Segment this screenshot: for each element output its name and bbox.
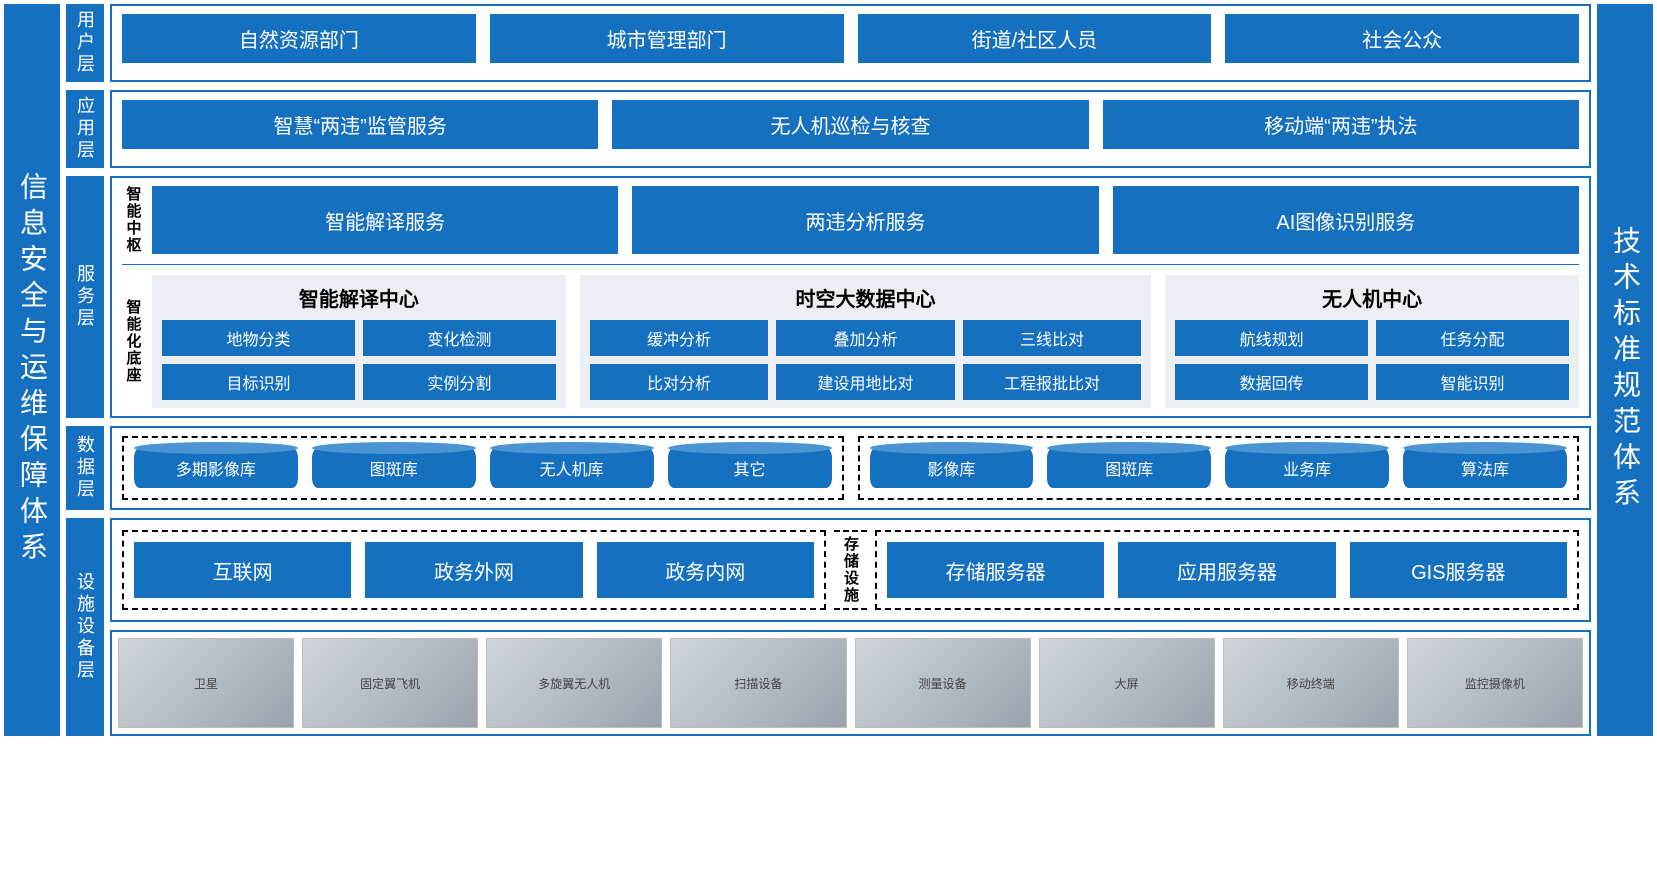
app-item: 智慧“两违”监管服务 xyxy=(122,100,598,149)
db-cylinder: 算法库 xyxy=(1403,448,1567,488)
cell: 目标识别 xyxy=(162,364,355,400)
cell: 工程报批比对 xyxy=(963,364,1141,400)
cell: 地物分类 xyxy=(162,320,355,356)
layer-body-infra: 互联网 政务外网 政务内网 存储设施 存储服务器 应用服务器 GIS服务器 xyxy=(110,518,1591,736)
architecture-diagram: 信息安全与运维保障体系 用户层 自然资源部门 城市管理部门 街道/社区人员 社会… xyxy=(4,4,1653,736)
layer-data: 数据层 多期影像库 图斑库 无人机库 其它 影像库 图斑库 业务库 算法库 xyxy=(66,426,1591,510)
db-cylinder: 影像库 xyxy=(870,448,1034,488)
user-item: 街道/社区人员 xyxy=(858,14,1212,63)
cell: 叠加分析 xyxy=(776,320,954,356)
server-item: 存储服务器 xyxy=(887,542,1104,598)
panel-title: 智能解译中心 xyxy=(162,283,556,312)
cell: 比对分析 xyxy=(590,364,768,400)
db-cylinder: 图斑库 xyxy=(312,448,476,488)
device-image: 大屏 xyxy=(1039,638,1215,728)
center-column: 用户层 自然资源部门 城市管理部门 街道/社区人员 社会公众 应用层 智慧“两违… xyxy=(66,4,1591,736)
layer-label-infra: 设施设备层 xyxy=(66,518,104,736)
panel-title: 时空大数据中心 xyxy=(590,283,1141,312)
net-item: 互联网 xyxy=(134,542,351,598)
panel-uav: 无人机中心 航线规划 任务分配 数据回传 智能识别 xyxy=(1165,275,1579,408)
layer-user: 用户层 自然资源部门 城市管理部门 街道/社区人员 社会公众 xyxy=(66,4,1591,82)
panel-interpret: 智能解译中心 地物分类 变化检测 目标识别 实例分割 xyxy=(152,275,566,408)
storage-label: 存储设施 xyxy=(834,530,867,610)
app-item: 移动端“两违”执法 xyxy=(1103,100,1579,149)
sub-label-base: 智能化底座 xyxy=(122,275,144,408)
sub-label-hub: 智能中枢 xyxy=(122,186,144,254)
user-item: 城市管理部门 xyxy=(490,14,844,63)
layer-label-app: 应用层 xyxy=(66,90,104,168)
left-pillar: 信息安全与运维保障体系 xyxy=(4,4,60,736)
db-cylinder: 图斑库 xyxy=(1047,448,1211,488)
server-group: 存储服务器 应用服务器 GIS服务器 xyxy=(875,530,1579,610)
db-cylinder: 无人机库 xyxy=(490,448,654,488)
layer-label-service: 服务层 xyxy=(66,176,104,418)
panel-title: 无人机中心 xyxy=(1175,283,1569,312)
right-pillar: 技术标准规范体系 xyxy=(1597,4,1653,736)
db-cylinder: 业务库 xyxy=(1225,448,1389,488)
hub-item: 智能解译服务 xyxy=(152,186,618,254)
cell: 数据回传 xyxy=(1175,364,1368,400)
layer-label-data: 数据层 xyxy=(66,426,104,510)
hub-item: AI图像识别服务 xyxy=(1113,186,1579,254)
net-item: 政务外网 xyxy=(365,542,582,598)
net-item: 政务内网 xyxy=(597,542,814,598)
device-image: 多旋翼无人机 xyxy=(486,638,662,728)
user-item: 社会公众 xyxy=(1225,14,1579,63)
layer-body-service: 智能中枢 智能解译服务 两违分析服务 AI图像识别服务 智能化底座 智能解译中心 xyxy=(110,176,1591,418)
layer-body-user: 自然资源部门 城市管理部门 街道/社区人员 社会公众 xyxy=(110,4,1591,82)
app-item: 无人机巡检与核查 xyxy=(612,100,1088,149)
cell: 实例分割 xyxy=(363,364,556,400)
data-right-group: 影像库 图斑库 业务库 算法库 xyxy=(858,436,1580,500)
net-group: 互联网 政务外网 政务内网 xyxy=(122,530,826,610)
cell: 航线规划 xyxy=(1175,320,1368,356)
device-image: 固定翼飞机 xyxy=(302,638,478,728)
hub-item: 两违分析服务 xyxy=(632,186,1098,254)
layer-body-app: 智慧“两违”监管服务 无人机巡检与核查 移动端“两违”执法 xyxy=(110,90,1591,168)
layer-infra: 设施设备层 互联网 政务外网 政务内网 存储设施 存储服务器 应用服务器 G xyxy=(66,518,1591,736)
device-image: 卫星 xyxy=(118,638,294,728)
layer-app: 应用层 智慧“两违”监管服务 无人机巡检与核查 移动端“两违”执法 xyxy=(66,90,1591,168)
cell: 变化检测 xyxy=(363,320,556,356)
db-cylinder: 其它 xyxy=(668,448,832,488)
data-left-group: 多期影像库 图斑库 无人机库 其它 xyxy=(122,436,844,500)
cell: 智能识别 xyxy=(1376,364,1569,400)
cell: 三线比对 xyxy=(963,320,1141,356)
server-item: 应用服务器 xyxy=(1118,542,1335,598)
layer-service: 服务层 智能中枢 智能解译服务 两违分析服务 AI图像识别服务 智能化底座 智能… xyxy=(66,176,1591,418)
db-cylinder: 多期影像库 xyxy=(134,448,298,488)
layer-label-user: 用户层 xyxy=(66,4,104,82)
cell: 任务分配 xyxy=(1376,320,1569,356)
panel-bigdata: 时空大数据中心 缓冲分析 叠加分析 三线比对 比对分析 建设用地比对 工程报批比… xyxy=(580,275,1151,408)
cell: 建设用地比对 xyxy=(776,364,954,400)
cell: 缓冲分析 xyxy=(590,320,768,356)
device-image: 监控摄像机 xyxy=(1407,638,1583,728)
layer-body-data: 多期影像库 图斑库 无人机库 其它 影像库 图斑库 业务库 算法库 xyxy=(110,426,1591,510)
user-item: 自然资源部门 xyxy=(122,14,476,63)
device-image: 扫描设备 xyxy=(670,638,846,728)
device-image: 移动终端 xyxy=(1223,638,1399,728)
device-image: 测量设备 xyxy=(855,638,1031,728)
server-item: GIS服务器 xyxy=(1350,542,1567,598)
